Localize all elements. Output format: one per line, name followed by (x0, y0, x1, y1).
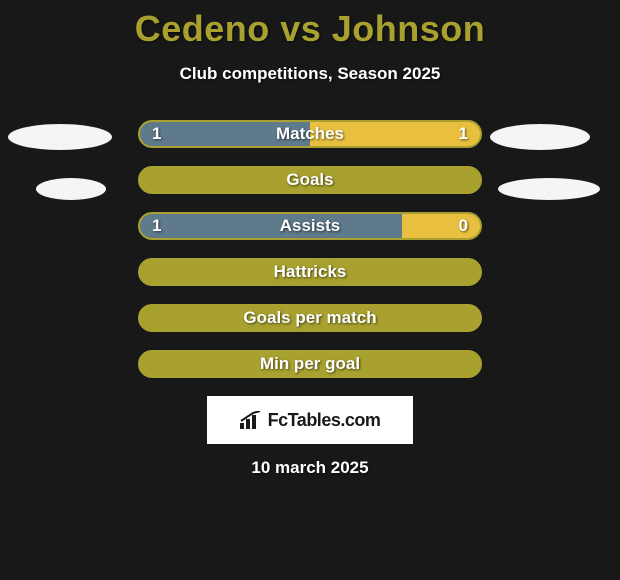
bar-track: Goals (138, 166, 482, 194)
bar-track: Min per goal (138, 350, 482, 378)
comparison-chart: Matches11GoalsAssists10HattricksGoals pe… (0, 120, 620, 378)
stat-row: Min per goal (0, 350, 620, 378)
bar-label: Hattricks (140, 260, 480, 284)
value-right: 0 (447, 214, 480, 238)
bar-track: Hattricks (138, 258, 482, 286)
fctables-logo-icon (240, 411, 262, 429)
logo-text: FcTables.com (268, 410, 381, 431)
bar-label: Goals (140, 168, 480, 192)
page-title: Cedeno vs Johnson (0, 0, 620, 50)
player-marker-ellipse (8, 124, 112, 150)
player-marker-ellipse (36, 178, 106, 200)
footer-date: 10 march 2025 (0, 458, 620, 478)
subtitle: Club competitions, Season 2025 (0, 64, 620, 84)
player-marker-ellipse (498, 178, 600, 200)
bar-track: Assists1 0 (138, 212, 482, 240)
value-left: 1 (140, 214, 173, 238)
logo-box: FcTables.com (207, 396, 413, 444)
player-marker-ellipse (490, 124, 590, 150)
value-left: 1 (140, 122, 173, 146)
stat-row: Goals per match (0, 304, 620, 332)
bar-track: Goals per match (138, 304, 482, 332)
stat-row: Hattricks (0, 258, 620, 286)
bar-label: Assists (140, 214, 480, 238)
bar-label: Min per goal (140, 352, 480, 376)
bar-label: Matches (140, 122, 480, 146)
value-right: 1 (447, 122, 480, 146)
stat-row: Assists1 0 (0, 212, 620, 240)
bar-track: Matches1 1 (138, 120, 482, 148)
bar-label: Goals per match (140, 306, 480, 330)
